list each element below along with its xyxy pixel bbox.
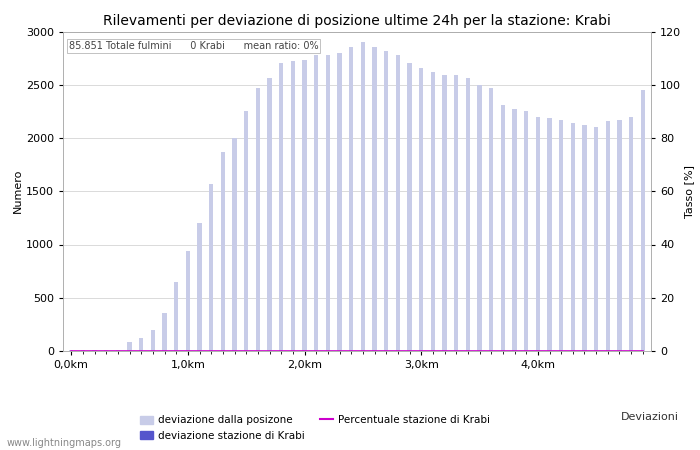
Bar xyxy=(116,350,120,351)
Bar xyxy=(302,60,307,351)
Bar xyxy=(337,53,342,351)
Bar xyxy=(150,330,155,351)
Title: Rilevamenti per deviazione di posizione ultime 24h per la stazione: Krabi: Rilevamenti per deviazione di posizione … xyxy=(103,14,611,27)
Bar xyxy=(489,88,493,351)
Bar xyxy=(139,338,144,351)
Bar xyxy=(384,51,388,351)
Bar xyxy=(466,78,470,351)
Bar xyxy=(197,223,202,351)
Bar xyxy=(314,55,318,351)
Bar xyxy=(220,152,225,351)
Bar xyxy=(430,72,435,351)
Bar xyxy=(232,138,237,351)
Bar xyxy=(162,313,167,351)
Bar xyxy=(290,61,295,351)
Text: www.lightningmaps.org: www.lightningmaps.org xyxy=(7,438,122,448)
Bar xyxy=(349,48,354,351)
Legend: deviazione dalla posizone, deviazione stazione di Krabi, Percentuale stazione di: deviazione dalla posizone, deviazione st… xyxy=(136,411,494,445)
Bar xyxy=(512,109,517,351)
Bar xyxy=(629,117,634,351)
Bar xyxy=(442,75,447,351)
Bar xyxy=(395,55,400,351)
Bar xyxy=(279,63,284,351)
Bar xyxy=(570,123,575,351)
Bar xyxy=(186,251,190,351)
Text: 85.851 Totale fulmini      0 Krabi      mean ratio: 0%: 85.851 Totale fulmini 0 Krabi mean ratio… xyxy=(69,41,318,51)
Bar xyxy=(267,78,272,351)
Bar xyxy=(582,125,587,351)
Bar xyxy=(559,120,564,351)
Bar xyxy=(326,55,330,351)
Bar xyxy=(127,342,132,351)
Bar xyxy=(244,112,248,351)
Bar xyxy=(594,127,598,351)
Bar xyxy=(524,112,528,351)
Bar xyxy=(104,350,108,351)
Bar xyxy=(454,75,458,351)
Bar xyxy=(500,105,505,351)
Bar xyxy=(477,85,482,351)
Bar xyxy=(536,117,540,351)
Y-axis label: Tasso [%]: Tasso [%] xyxy=(684,165,694,218)
Bar xyxy=(547,118,552,351)
Y-axis label: Numero: Numero xyxy=(13,169,23,213)
Bar xyxy=(256,88,260,351)
Bar xyxy=(372,48,377,351)
Bar xyxy=(209,184,214,351)
Bar xyxy=(407,63,412,351)
Bar xyxy=(360,42,365,351)
Bar xyxy=(640,90,645,351)
Bar xyxy=(174,282,179,351)
Bar xyxy=(606,121,610,351)
Bar xyxy=(419,68,424,351)
Bar xyxy=(617,120,622,351)
Text: Deviazioni: Deviazioni xyxy=(621,412,679,422)
